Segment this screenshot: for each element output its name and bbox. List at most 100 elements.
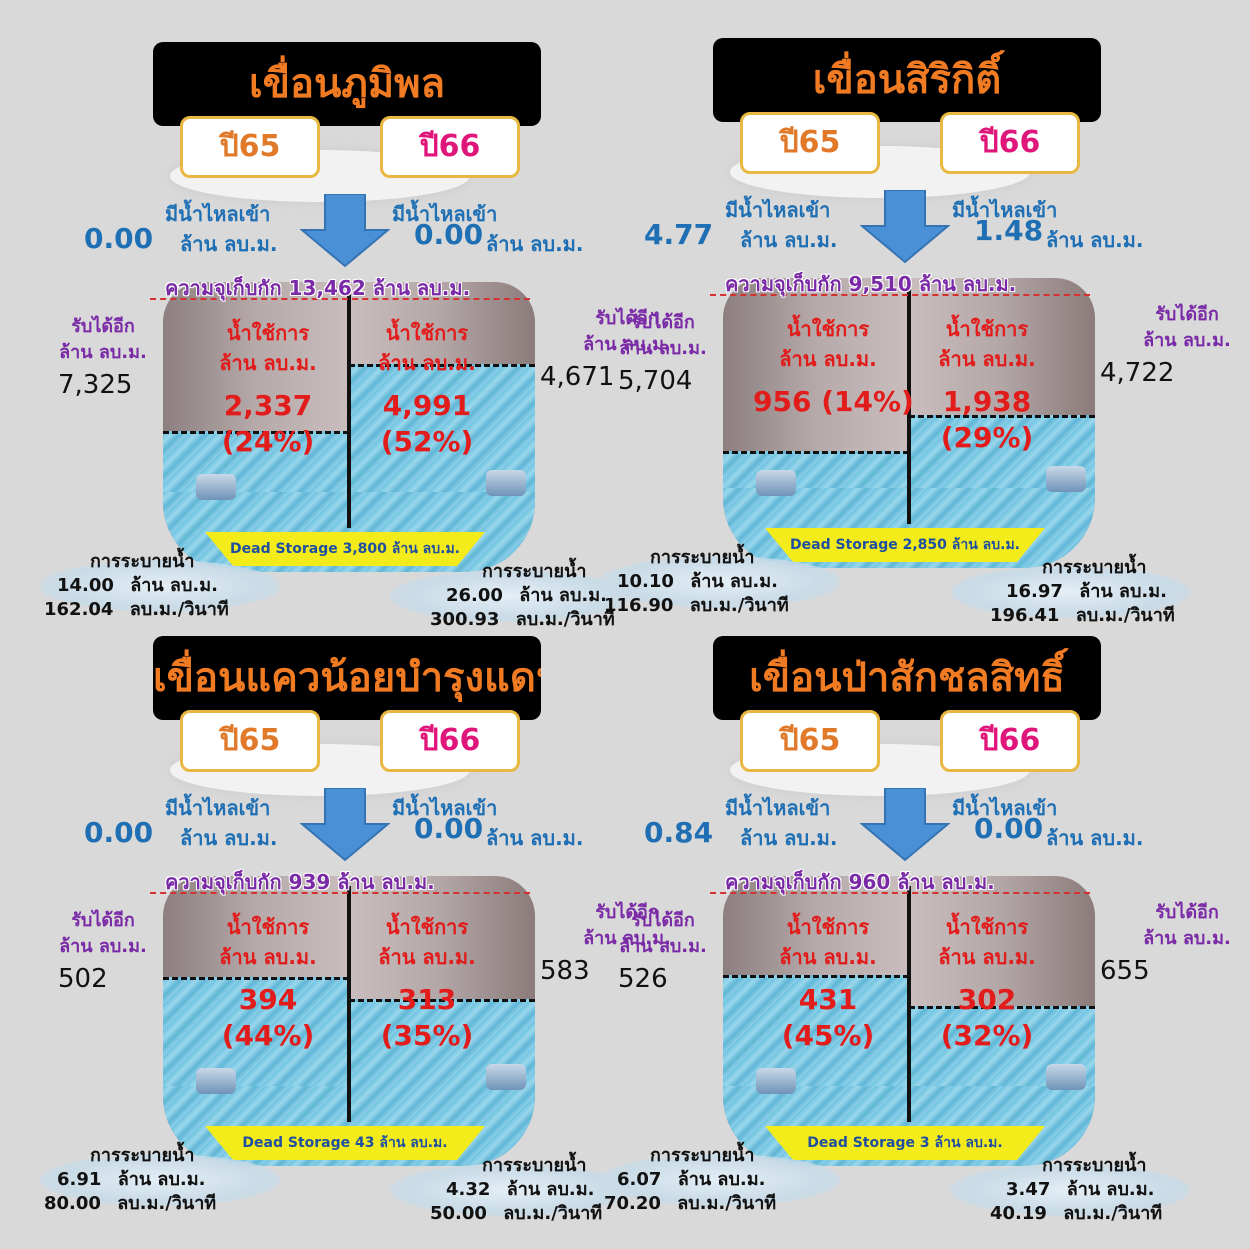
usable-a-unit: ล้าน ลบ.ม. xyxy=(219,945,317,969)
inflow-b-label: มีน้ำไหลเข้า xyxy=(392,202,498,226)
capacity-value: 939 xyxy=(288,870,331,894)
usable-a-label: น้ำใช้การ xyxy=(226,321,310,345)
usable-b-pct: (35%) xyxy=(380,1019,474,1052)
capacity-label: ความจุเก็บกัก 13,462 ล้าน ลบ.ม. xyxy=(165,272,470,304)
receive-b-value: 583 xyxy=(540,956,590,986)
usable-a-label: น้ำใช้การ xyxy=(226,915,310,939)
jar-divider xyxy=(347,292,351,528)
receive-a-value: 7,325 xyxy=(58,370,133,400)
faucet-a-icon xyxy=(196,1068,236,1094)
release-a-cms-unit: ลบ.ม./วินาที xyxy=(129,599,229,620)
receive-b-value: 4,722 xyxy=(1100,358,1175,388)
release-b-mcm-unit: ล้าน ลบ.ม. xyxy=(1066,1179,1155,1200)
receive-b-unit: ล้าน ลบ.ม. xyxy=(583,928,671,949)
capacity-suffix: ล้าน ลบ.ม. xyxy=(337,870,435,894)
inflow-b-value: 0.00 xyxy=(414,218,484,251)
usable-a-block: น้ำใช้การ ล้าน ลบ.ม. 956 (14%) xyxy=(753,314,914,420)
splash-a-decoration xyxy=(600,1154,840,1206)
release-a-row1: 6.07 ล้าน ลบ.ม. xyxy=(617,1164,765,1193)
usable-a-pct: (44%) xyxy=(221,1019,315,1052)
release-b-mcm: 3.47 xyxy=(1006,1179,1051,1200)
release-b-mcm-unit: ล้าน ลบ.ม. xyxy=(506,1179,595,1200)
usable-a-label: น้ำใช้การ xyxy=(786,915,870,939)
capacity-line xyxy=(150,298,530,300)
release-a-cms-unit: ลบ.ม./วินาที xyxy=(117,1193,217,1214)
capacity-line xyxy=(710,892,1090,894)
dead-storage-prefix: Dead Storage xyxy=(230,541,338,557)
year-a-box: ปี65 xyxy=(180,710,320,772)
receive-a-text: รับได้อีก xyxy=(631,910,695,931)
capacity-value: 960 xyxy=(848,870,891,894)
inflow-arrow-icon xyxy=(300,788,390,862)
receive-a-value: 502 xyxy=(58,964,108,994)
release-b-mcm-unit: ล้าน ลบ.ม. xyxy=(519,585,607,606)
usable-b-pct: (29%) xyxy=(940,421,1034,454)
capacity-prefix: ความจุเก็บกัก xyxy=(165,870,282,894)
usable-a-value: 2,337 xyxy=(223,389,313,422)
inflow-b-value: 0.00 xyxy=(974,812,1044,845)
capacity-suffix: ล้าน ลบ.ม. xyxy=(918,272,1017,296)
water-level-a xyxy=(723,451,909,488)
receive-a-unit: ล้าน ลบ.ม. xyxy=(59,936,147,957)
capacity-line xyxy=(710,294,1090,296)
release-a-row2: 116.90 ลบ.ม./วินาที xyxy=(604,590,789,619)
receive-b-unit: ล้าน ลบ.ม. xyxy=(583,334,671,355)
release-a-mcm-unit: ล้าน ลบ.ม. xyxy=(690,571,778,592)
release-a-cms-unit: ลบ.ม./วินาที xyxy=(689,595,789,616)
jar-divider xyxy=(347,886,351,1122)
usable-a-block: น้ำใช้การ ล้าน ลบ.ม. 2,337 (24%) xyxy=(193,318,343,460)
dead-storage-prefix: Dead Storage xyxy=(242,1135,351,1151)
receive-b-text: รับได้อีก xyxy=(595,308,659,329)
water-level-a xyxy=(163,977,349,1086)
dam-panel-3: เขื่อนแควน้อยบำรุงแดน ปี65 ปี66 มีน้ำไหล… xyxy=(0,594,671,1224)
release-a-mcm: 6.91 xyxy=(57,1169,102,1190)
dead-storage-label: Dead Storage 3 ล้าน ลบ.ม. xyxy=(765,1126,1045,1160)
receive-a-text: รับได้อีก xyxy=(71,316,135,337)
dead-storage-value: 2,850 xyxy=(902,537,947,553)
release-b-label: การระบายน้ำ xyxy=(1042,557,1147,578)
capacity-prefix: ความจุเก็บกัก xyxy=(725,870,842,894)
release-b-row1: 16.97 ล้าน ลบ.ม. xyxy=(1006,576,1167,605)
faucet-b-icon xyxy=(1046,1064,1086,1090)
release-b-cms: 196.41 xyxy=(990,605,1060,626)
receive-a-unit: ล้าน ลบ.ม. xyxy=(619,936,707,957)
usable-b-label: น้ำใช้การ xyxy=(385,915,469,939)
receive-a-label: รับได้อีก ล้าน ลบ.ม. xyxy=(608,310,718,362)
inflow-a-value: 0.00 xyxy=(84,816,154,849)
usable-b-block: น้ำใช้การ ล้าน ลบ.ม. 313 (35%) xyxy=(352,912,502,1054)
inflow-b-label: มีน้ำไหลเข้า xyxy=(952,198,1058,222)
jar-divider xyxy=(907,886,911,1122)
capacity-prefix: ความจุเก็บกัก xyxy=(165,276,282,300)
faucet-a-icon xyxy=(756,1068,796,1094)
receive-a-text: รับได้อีก xyxy=(631,312,695,333)
dead-storage-unit: ล้าน ลบ.ม. xyxy=(379,1135,448,1151)
capacity-value: 13,462 xyxy=(288,276,366,300)
capacity-line xyxy=(150,892,530,894)
release-a-cms: 80.00 xyxy=(44,1193,101,1214)
inflow-b-unit: ล้าน ลบ.ม. xyxy=(486,232,584,256)
usable-a-unit: ล้าน ลบ.ม. xyxy=(779,347,877,371)
capacity-label: ความจุเก็บกัก 939 ล้าน ลบ.ม. xyxy=(165,866,435,898)
splash-b-decoration xyxy=(390,570,630,622)
release-a-row2: 80.00 ลบ.ม./วินาที xyxy=(44,1188,216,1217)
inflow-a-value: 4.77 xyxy=(644,218,714,251)
release-a-cms: 70.20 xyxy=(604,1193,661,1214)
usable-b-unit: ล้าน ลบ.ม. xyxy=(378,945,476,969)
usable-a-block: น้ำใช้การ ล้าน ลบ.ม. 431 (45%) xyxy=(753,912,903,1054)
inflow-b-label: มีน้ำไหลเข้า xyxy=(952,796,1058,820)
year-b-box: ปี66 xyxy=(380,116,520,178)
receive-a-unit: ล้าน ลบ.ม. xyxy=(59,342,147,363)
usable-b-block: น้ำใช้การ ล้าน ลบ.ม. 4,991 (52%) xyxy=(352,318,502,460)
receive-a-label: รับได้อีก ล้าน ลบ.ม. xyxy=(608,908,718,960)
release-a-label: การระบายน้ำ xyxy=(650,1145,755,1166)
release-b-cms-unit: ลบ.ม./วินาที xyxy=(503,1203,603,1224)
splash-b-decoration xyxy=(950,566,1190,618)
usable-b-unit: ล้าน ลบ.ม. xyxy=(378,351,476,375)
receive-a-label: รับได้อีก ล้าน ลบ.ม. xyxy=(48,314,158,366)
release-a-row1: 10.10 ล้าน ลบ.ม. xyxy=(617,566,778,595)
release-a-cms: 116.90 xyxy=(604,595,674,616)
water-level-a xyxy=(723,975,909,1086)
splash-a-decoration xyxy=(600,556,840,608)
receive-b-unit: ล้าน ลบ.ม. xyxy=(1143,928,1231,949)
inflow-a-unit: ล้าน ลบ.ม. xyxy=(740,826,838,850)
